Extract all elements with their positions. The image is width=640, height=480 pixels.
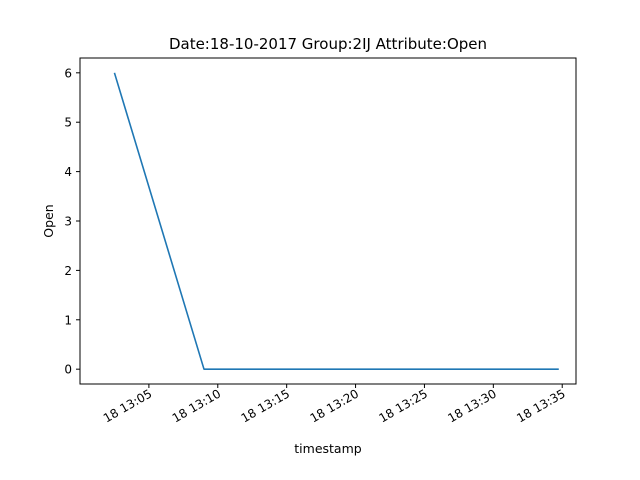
x-tick-label: 18 13:05	[101, 386, 154, 425]
y-tick-label: 2	[64, 264, 72, 278]
y-tick-label: 4	[64, 165, 72, 179]
x-tick-label: 18 13:20	[308, 386, 361, 425]
y-tick-label: 3	[64, 215, 72, 229]
y-axis: 0 1 2 3 4 5 6	[64, 66, 80, 377]
x-tick-label: 18 13:35	[514, 386, 567, 425]
y-tick-label: 1	[64, 313, 72, 327]
x-tick-label: 18 13:30	[445, 386, 498, 425]
plot-area	[113, 72, 559, 370]
y-tick-label: 6	[64, 66, 72, 80]
chart-title: Date:18-10-2017 Group:2IJ Attribute:Open	[169, 35, 487, 53]
series-line	[113, 72, 559, 370]
x-axis-label: timestamp	[294, 441, 361, 456]
x-tick-label: 18 13:15	[239, 386, 292, 425]
x-tick-label: 18 13:10	[170, 386, 223, 425]
y-tick-label: 5	[64, 116, 72, 130]
x-axis: 18 13:05 18 13:10 18 13:15 18 13:20 18 13:25…	[101, 384, 568, 425]
y-axis-label: Open	[41, 204, 56, 237]
x-tick-label: 18 13:25	[376, 386, 429, 425]
plot-frame	[79, 57, 577, 385]
y-tick-label: 0	[64, 363, 72, 377]
